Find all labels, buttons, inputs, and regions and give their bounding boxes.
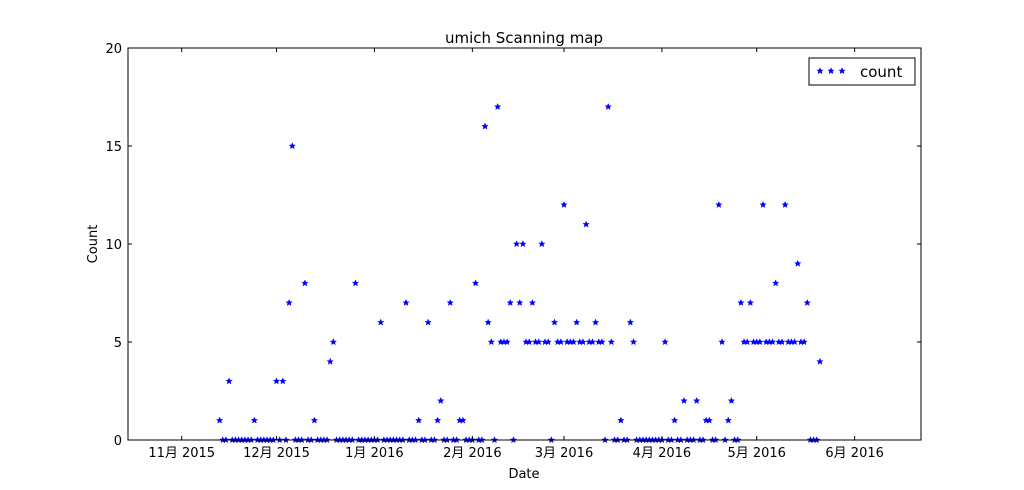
data-point	[433, 416, 442, 424]
data-points	[215, 103, 824, 444]
data-point	[446, 299, 454, 306]
data-point	[670, 416, 679, 424]
data-point	[310, 416, 319, 424]
data-point	[471, 279, 480, 287]
y-axis: 0 5 10 15 20	[105, 42, 921, 449]
data-point	[528, 299, 537, 306]
data-point	[604, 103, 612, 110]
data-point	[506, 299, 514, 306]
data-point	[329, 338, 337, 346]
data-point	[494, 103, 502, 110]
y-tick-label: 10	[105, 238, 122, 253]
x-axis: 11月 2015 12月 2015 1月 2016 2月 2016 3月 2016 4月 …	[148, 48, 884, 461]
y-axis-label: Count	[86, 225, 101, 264]
x-tick-label: 6月 2016	[825, 446, 884, 461]
y-tick-label: 5	[114, 336, 122, 351]
data-point	[550, 318, 559, 326]
data-point	[288, 142, 296, 150]
data-point	[301, 279, 309, 287]
data-point	[351, 279, 360, 287]
data-point	[285, 299, 293, 306]
data-point	[718, 338, 726, 346]
data-point	[746, 299, 755, 306]
data-point	[724, 416, 732, 424]
data-point	[591, 318, 600, 326]
legend-label: count	[860, 63, 902, 81]
data-point	[582, 220, 590, 228]
data-point	[781, 201, 789, 208]
data-point	[215, 416, 224, 424]
data-point	[794, 259, 802, 267]
data-point	[661, 338, 669, 346]
data-point	[538, 240, 546, 248]
data-point	[279, 377, 287, 385]
y-tick-label: 20	[105, 42, 122, 57]
data-point	[560, 201, 568, 208]
data-point	[437, 397, 445, 404]
data-point	[572, 318, 581, 326]
x-tick-label: 2月 2016	[443, 446, 502, 461]
x-tick-label: 1月 2016	[345, 446, 404, 461]
data-point	[727, 397, 736, 404]
y-tick-label: 15	[105, 140, 122, 155]
data-point	[617, 416, 625, 424]
x-tick-label: 11月 2015	[148, 446, 215, 461]
x-tick-label: 12月 2015	[243, 446, 310, 461]
x-tick-label: 4月 2016	[633, 446, 692, 461]
data-point	[680, 397, 688, 404]
data-point	[326, 357, 334, 365]
data-point	[816, 357, 824, 365]
data-point	[225, 377, 233, 385]
data-point	[516, 299, 524, 306]
legend: count	[808, 57, 916, 86]
data-point	[629, 338, 638, 346]
data-point	[737, 299, 745, 306]
y-tick-label: 0	[114, 434, 122, 449]
data-point	[484, 318, 492, 326]
x-tick-label: 5月 2016	[727, 446, 786, 461]
data-point	[272, 377, 281, 385]
data-point	[803, 299, 811, 306]
data-point	[512, 240, 521, 248]
data-point	[377, 318, 385, 326]
legend-box	[808, 57, 916, 86]
x-axis-label: Date	[508, 467, 539, 482]
chart-title: umich Scanning map	[445, 29, 603, 47]
x-tick-label: 3月 2016	[535, 446, 594, 461]
data-point	[250, 416, 259, 424]
data-point	[772, 279, 780, 287]
data-point	[481, 122, 489, 130]
data-point	[415, 416, 423, 424]
data-point	[487, 338, 495, 346]
data-point	[759, 201, 767, 208]
data-point	[607, 338, 616, 346]
data-point	[424, 318, 432, 326]
data-point	[715, 201, 723, 208]
data-point	[626, 318, 634, 326]
data-point	[402, 299, 410, 306]
data-point	[519, 240, 527, 248]
data-point	[693, 397, 701, 404]
